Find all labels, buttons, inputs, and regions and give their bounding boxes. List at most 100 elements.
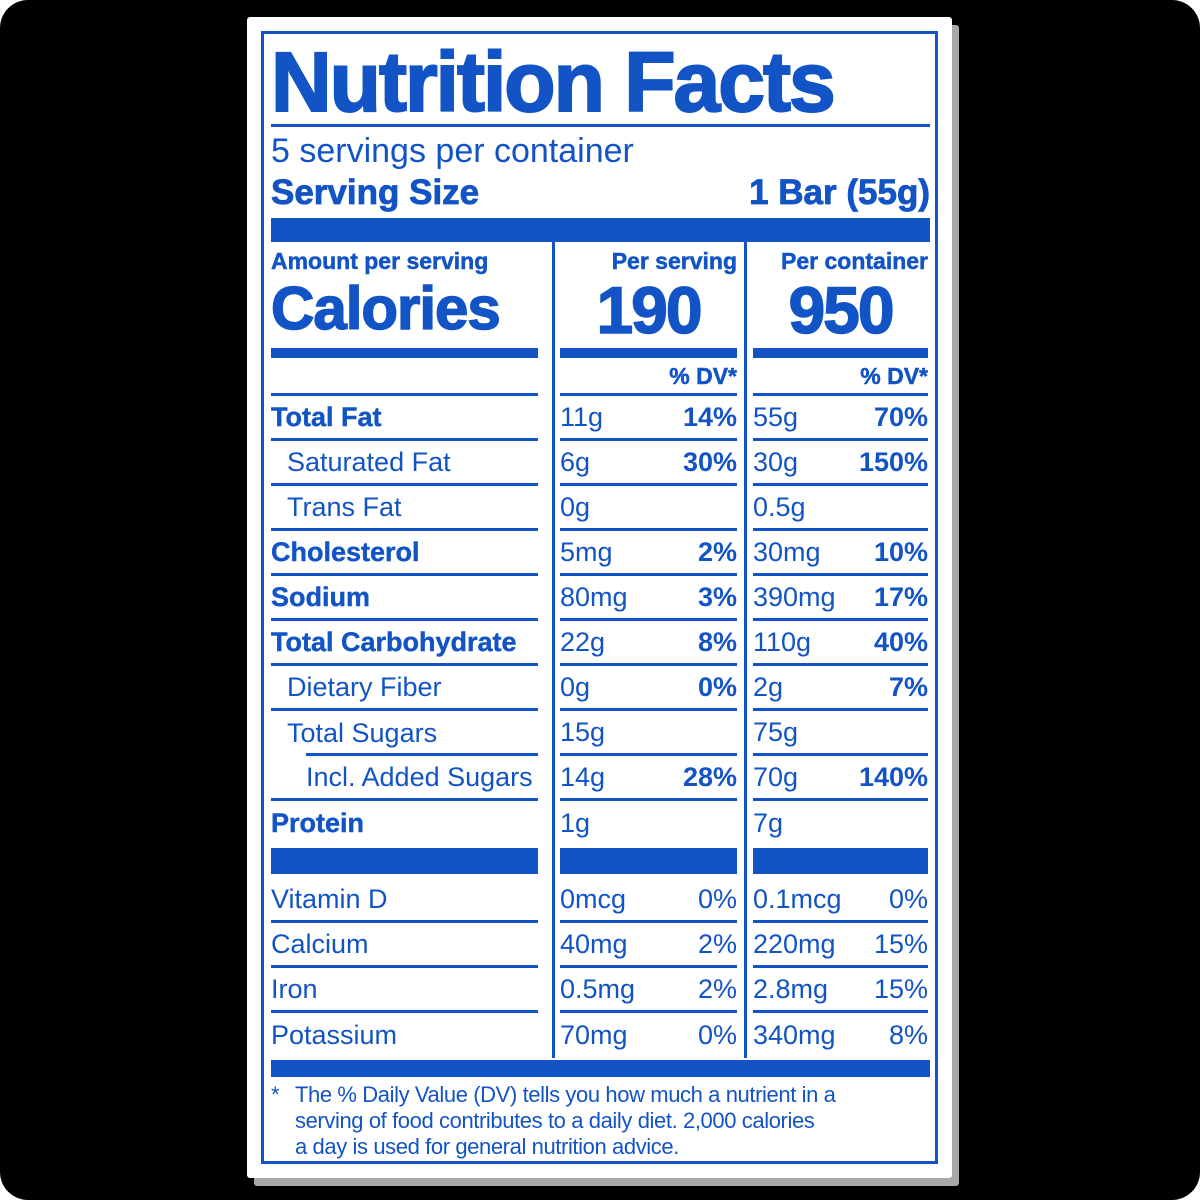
per-serving-daily-value: 2% xyxy=(697,536,737,567)
nutrient-label-cell: Total Fat xyxy=(271,396,538,441)
per-container-daily-value: 7% xyxy=(888,671,928,702)
per-container-cell: 340mg 8% xyxy=(753,1013,928,1058)
per-container-cell: 0.1mcg 0% xyxy=(753,878,928,923)
nutrient-label: Calcium xyxy=(271,928,369,959)
per-container-daily-value: 17% xyxy=(873,581,928,612)
per-serving-cell: 11g 14% xyxy=(560,396,737,441)
nutrient-label: Cholesterol xyxy=(271,536,420,567)
per-container-cell: 390mg 17% xyxy=(753,576,928,621)
nutrition-table: Amount per serving Calories Per serving … xyxy=(270,242,930,1058)
nutrient-label: Vitamin D xyxy=(271,883,388,914)
per-container-daily-value: 70% xyxy=(873,401,928,432)
nutrient-label-cell: Calcium xyxy=(271,923,538,968)
per-serving-daily-value: 0% xyxy=(697,883,737,914)
nutrient-row: Sodium 80mg 3% 390mg 17% xyxy=(271,576,930,621)
per-container-amount: 75g xyxy=(753,716,799,747)
per-container-amount: 30g xyxy=(753,446,799,477)
nutrient-row: Dietary Fiber 0g 0% 2g 7% xyxy=(271,666,930,711)
nutrient-row: Saturated Fat 6g 30% 30g 150% xyxy=(271,441,930,486)
daily-value-footnote: * The % Daily Value (DV) tells you how m… xyxy=(271,1082,930,1160)
per-serving-cell: 14g 28% xyxy=(560,756,737,801)
per-container-amount: 70g xyxy=(753,761,799,792)
per-serving-amount: 80mg xyxy=(560,581,628,612)
micronutrient-row: Iron 0.5mg 2% 2.8mg 15% xyxy=(271,968,930,1013)
per-container-calories-cell: Per container 950 % DV* xyxy=(753,242,928,396)
column-separator-1 xyxy=(552,242,555,1058)
nutrient-label: Total Sugars xyxy=(287,718,438,748)
per-serving-calories-cell: Per serving 190 % DV* xyxy=(560,242,737,396)
nutrient-label-cell: Dietary Fiber xyxy=(271,666,538,711)
per-container-amount: 0.1mcg xyxy=(753,883,842,914)
per-container-daily-value: 150% xyxy=(858,446,928,477)
calories-underline-rule xyxy=(271,348,538,358)
nutrient-label-cell: Total Sugars xyxy=(271,711,538,756)
footnote-line: a day is used for general nutrition advi… xyxy=(295,1134,679,1159)
nutrient-label: Total Carbohydrate xyxy=(271,626,517,657)
per-container-amount: 0.5g xyxy=(753,491,806,522)
nutrient-label: Sodium xyxy=(271,581,370,612)
per-serving-daily-value: 2% xyxy=(697,973,737,1004)
per-serving-amount: 11g xyxy=(560,401,604,432)
nutrient-row: Total Sugars 15g 75g xyxy=(271,711,930,756)
nutrient-label: Dietary Fiber xyxy=(287,671,442,702)
label-border-box: Nutrition Facts 5 servings per container… xyxy=(261,31,938,1164)
per-container-daily-value: 15% xyxy=(873,973,928,1004)
per-serving-cell: 0g xyxy=(560,486,737,531)
per-container-cell: 110g 40% xyxy=(753,621,928,666)
per-container-cell: 55g 70% xyxy=(753,396,928,441)
divider-bar-segment xyxy=(753,848,928,874)
title-divider-rule xyxy=(271,124,930,127)
nutrient-rows-section: Total Fat 11g 14% 55g 70% Saturated Fat … xyxy=(271,396,930,846)
per-container-amount: 220mg xyxy=(753,928,836,959)
calories-section: Amount per serving Calories Per serving … xyxy=(270,242,930,396)
per-container-cell: 0.5g xyxy=(753,486,928,531)
nutrient-label-cell: Trans Fat xyxy=(271,486,538,531)
micronutrient-row: Vitamin D 0mcg 0% 0.1mcg 0% xyxy=(271,878,930,923)
per-container-amount: 55g xyxy=(753,401,799,432)
per-serving-amount: 0.5mg xyxy=(560,973,636,1004)
micronutrient-rows-section: Vitamin D 0mcg 0% 0.1mcg 0% Calcium 40mg… xyxy=(271,878,930,1058)
amount-per-serving-label: Amount per serving xyxy=(271,248,489,275)
nutrient-label-cell: Potassium xyxy=(271,1013,538,1058)
per-container-daily-value: 8% xyxy=(888,1020,928,1050)
nutrient-label-cell: Sodium xyxy=(271,576,538,621)
per-serving-amount: 0mcg xyxy=(560,883,627,914)
bottom-divider-bar xyxy=(271,1060,930,1077)
nutrient-row: Cholesterol 5mg 2% 30mg 10% xyxy=(271,531,930,576)
per-serving-dv-heading: % DV* xyxy=(669,363,737,390)
nutrient-label: Protein xyxy=(271,808,365,838)
per-container-cell: 30g 150% xyxy=(753,441,928,486)
per-serving-cell: 80mg 3% xyxy=(560,576,737,621)
per-serving-cell: 5mg 2% xyxy=(560,531,737,576)
per-serving-amount: 70mg xyxy=(560,1020,628,1050)
per-container-amount: 390mg xyxy=(753,581,836,612)
per-serving-cell: 22g 8% xyxy=(560,621,737,666)
column-separator-2 xyxy=(744,242,747,1058)
per-container-cell: 2g 7% xyxy=(753,666,928,711)
serving-size-row: Serving Size 1 Bar (55g) xyxy=(271,171,931,215)
per-serving-underline-rule xyxy=(560,348,737,358)
per-serving-calories-value: 190 xyxy=(596,273,704,347)
micronutrient-row: Calcium 40mg 2% 220mg 15% xyxy=(271,923,930,968)
per-container-amount: 2.8mg xyxy=(753,973,829,1004)
nutrient-label-cell: Total Carbohydrate xyxy=(271,621,538,666)
per-container-daily-value: 10% xyxy=(873,536,928,567)
per-serving-daily-value: 3% xyxy=(697,581,737,612)
nutrient-label: Incl. Added Sugars xyxy=(306,761,533,792)
per-serving-cell: 15g xyxy=(560,711,737,756)
per-container-amount: 30mg xyxy=(753,536,821,567)
nutrient-label: Total Fat xyxy=(271,401,382,432)
serving-size-divider-bar xyxy=(271,218,930,242)
calories-amount-cell: Amount per serving Calories xyxy=(270,242,538,396)
per-serving-cell: 0g 0% xyxy=(560,666,737,711)
per-serving-cell: 70mg 0% xyxy=(560,1013,737,1058)
per-container-amount: 7g xyxy=(753,808,784,838)
nutrient-row: Trans Fat 0g 0.5g xyxy=(271,486,930,531)
per-container-heading: Per container xyxy=(781,248,929,275)
serving-size-value: 1 Bar (55g) xyxy=(749,173,931,213)
servings-per-container-text: 5 servings per container xyxy=(271,132,634,170)
calories-label: Calories xyxy=(270,275,501,343)
nutrient-row: Total Fat 11g 14% 55g 70% xyxy=(271,396,930,441)
per-container-daily-value: 140% xyxy=(858,761,928,792)
